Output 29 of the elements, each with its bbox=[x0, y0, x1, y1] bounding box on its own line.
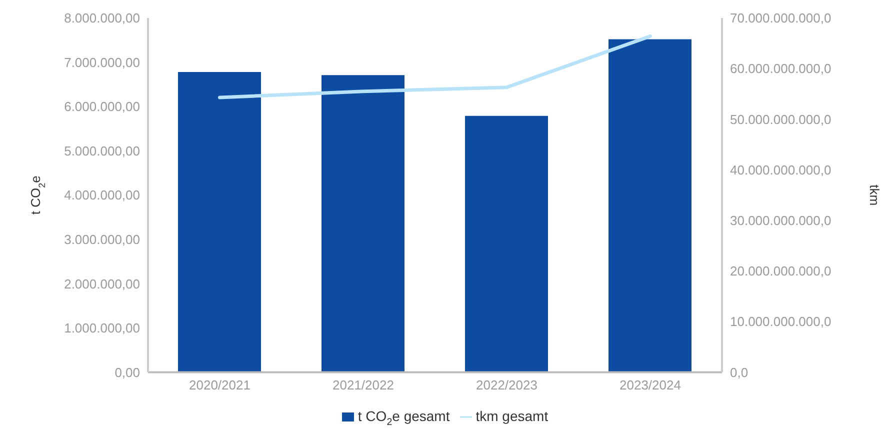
y-tick-label: 5.000.000,00 bbox=[64, 143, 140, 158]
x-tick-label: 2020/2021 bbox=[189, 377, 250, 392]
bar bbox=[322, 75, 404, 372]
y2-tick-label: 60.000.000.000,0 bbox=[730, 61, 832, 76]
y-tick-label: 1.000.000,00 bbox=[64, 320, 140, 336]
y2-tick-label: 10.000.000.000,0 bbox=[730, 314, 832, 330]
y-tick-label: 7.000.000,00 bbox=[64, 54, 140, 70]
x-tick-label: 2021/2022 bbox=[332, 377, 394, 392]
line-series bbox=[218, 34, 652, 100]
y-tick-label: 2.000.000,00 bbox=[64, 276, 140, 292]
bar bbox=[608, 39, 692, 372]
legend-label: tkm gesamt bbox=[476, 408, 548, 424]
x-tick-label: 2023/2024 bbox=[620, 377, 681, 392]
y2-tick-label: 20.000.000.000,0 bbox=[730, 264, 832, 279]
y2-tick-label: 0,0 bbox=[730, 364, 748, 380]
y-tick-label: 3.000.000,00 bbox=[64, 232, 140, 247]
bar bbox=[465, 116, 548, 372]
y-tick-label: 6.000.000,00 bbox=[64, 99, 140, 114]
y-tick-label: 0,00 bbox=[114, 364, 140, 380]
bar bbox=[178, 72, 261, 372]
y2-tick-label: 40.000.000.000,0 bbox=[730, 162, 832, 178]
y-tick-label: 4.000.000,00 bbox=[64, 188, 140, 203]
y2-tick-label: 50.000.000.000,0 bbox=[730, 112, 832, 127]
y-tick-label: 8.000.000,00 bbox=[64, 10, 140, 26]
y2-tick-label: 70.000.000.000,0 bbox=[730, 10, 832, 26]
x-tick-label: 2022/2023 bbox=[476, 377, 538, 392]
y2-tick-label: 30.000.000.000,0 bbox=[730, 213, 832, 228]
legend-label: t CO$_{2}$e gesamt bbox=[358, 408, 450, 428]
y2-axis-title: tkm bbox=[867, 184, 882, 206]
